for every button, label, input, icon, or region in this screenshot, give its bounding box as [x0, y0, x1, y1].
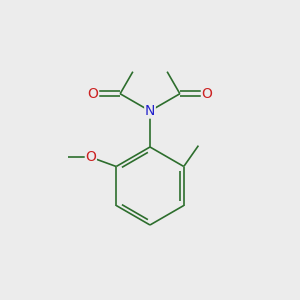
Text: O: O	[201, 87, 212, 101]
Text: N: N	[145, 104, 155, 118]
Text: O: O	[85, 150, 96, 164]
Text: O: O	[88, 87, 99, 101]
